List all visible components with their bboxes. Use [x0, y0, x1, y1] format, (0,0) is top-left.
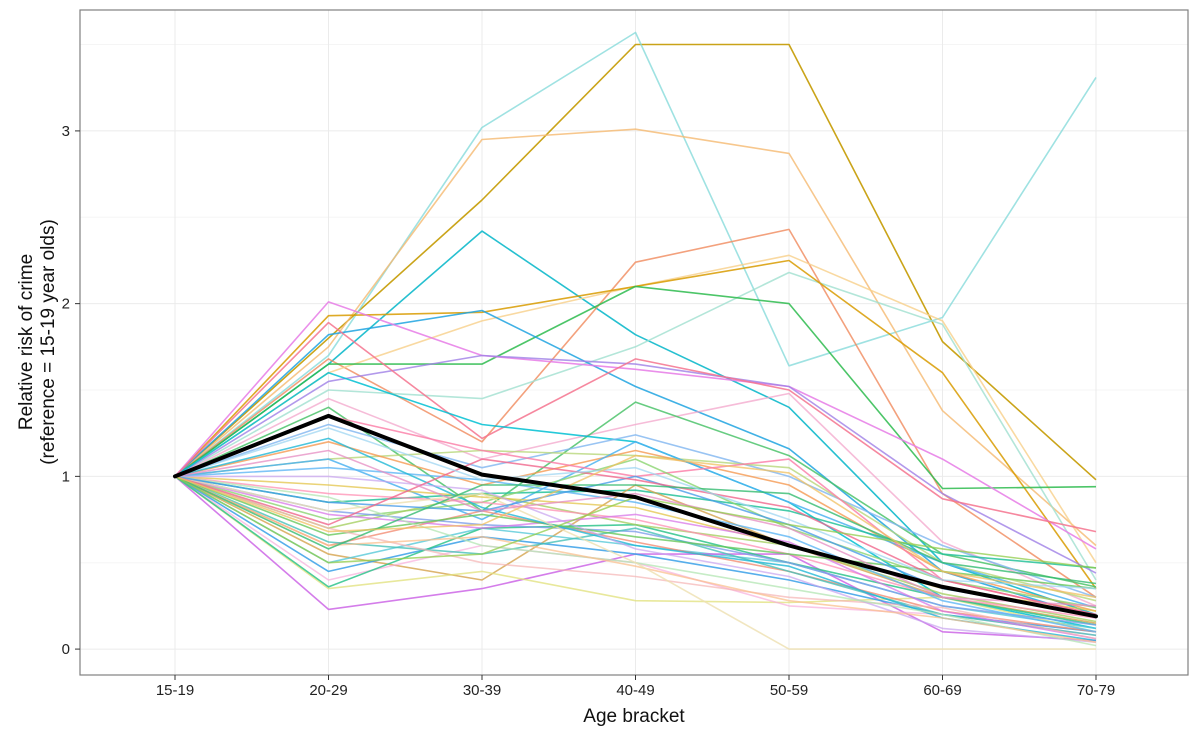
- x-tick-label-1: 20-29: [309, 682, 347, 699]
- series-line-2: [174, 128, 1097, 547]
- series-line-10: [174, 301, 1097, 550]
- series-line-0: [174, 43, 1097, 481]
- series-line-41: [175, 475, 1097, 643]
- x-tick-label-0: 15-19: [156, 682, 194, 699]
- series-line-16: [174, 423, 1097, 599]
- series-line-8: [174, 285, 1097, 490]
- series-line-1: [174, 31, 1097, 478]
- series-line-48: [174, 427, 1097, 590]
- series-line-36: [174, 466, 1097, 633]
- x-tick-label-5: 60-69: [923, 682, 961, 699]
- series-line-51: [174, 454, 1097, 599]
- axis-layer: 0 1 2 3 15-19 20-29 30-39 40-49 50-59 60-69 70-79: [62, 123, 1116, 699]
- panel-border: [79, 9, 1189, 676]
- y-axis-title-line-2: (reference = 15-19 year olds): [38, 219, 59, 465]
- series-line-6: [174, 271, 1097, 581]
- series-layer: [174, 31, 1097, 650]
- y-axis-title-line-1: Relative risk of crime: [16, 254, 37, 430]
- series-line-12: [174, 321, 1097, 533]
- series-line-43: [174, 475, 1097, 643]
- series-line-13: [174, 392, 1097, 607]
- average-layer: [173, 413, 1098, 619]
- series-line-37: [174, 475, 1097, 640]
- x-tick-label-3: 40-49: [616, 682, 654, 699]
- x-tick-label-4: 50-59: [770, 682, 808, 699]
- series-line-47: [174, 475, 1097, 585]
- y-tick-label-0: 0: [62, 641, 70, 658]
- y-tick-label-2: 2: [62, 296, 70, 313]
- y-tick-label-1: 1: [62, 468, 70, 485]
- series-line-39: [174, 475, 1097, 640]
- x-tick-label-6: 70-79: [1077, 682, 1115, 699]
- series-line-11: [174, 354, 1097, 574]
- x-axis-title: Age bracket: [583, 706, 685, 727]
- x-tick-label-2: 30-39: [463, 682, 501, 699]
- series-line-49: [174, 449, 1097, 607]
- series-line-44: [174, 475, 1096, 650]
- average-line: [173, 413, 1098, 619]
- y-tick-label-3: 3: [62, 123, 70, 140]
